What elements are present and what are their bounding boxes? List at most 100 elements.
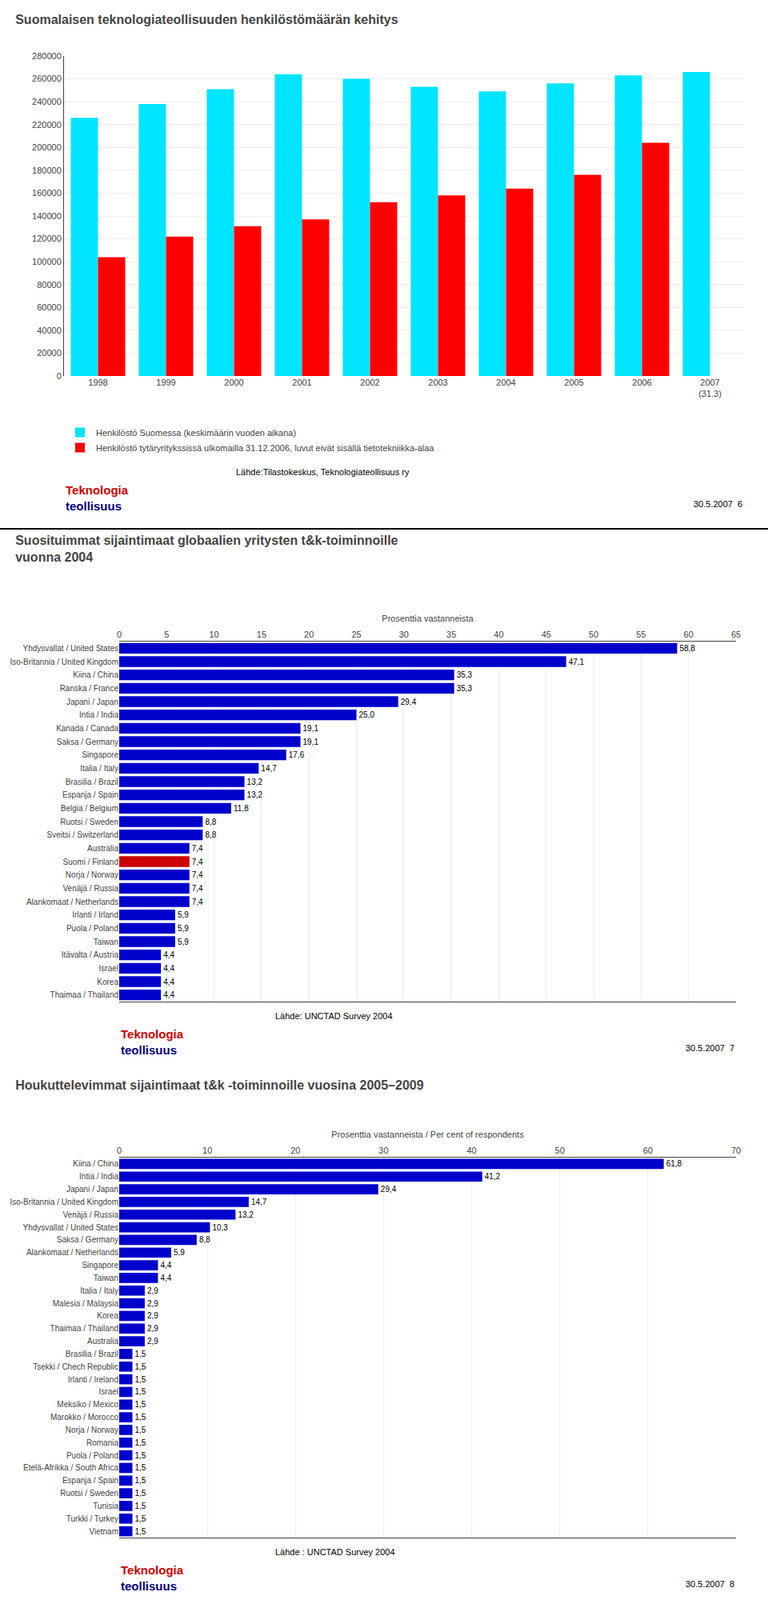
svg-text:47,1: 47,1 [568, 657, 585, 667]
svg-text:Singapore: Singapore [81, 1260, 119, 1270]
svg-text:41,2: 41,2 [484, 1172, 501, 1181]
svg-text:11,8: 11,8 [233, 804, 249, 813]
svg-text:5,9: 5,9 [177, 924, 189, 933]
svg-text:Teknologia: Teknologia [120, 1563, 184, 1577]
svg-text:4,4: 4,4 [160, 1273, 172, 1283]
svg-text:Israel: Israel [99, 1387, 119, 1396]
svg-text:Iso-Britannia / United Kingdom: Iso-Britannia / United Kingdom [9, 1197, 119, 1207]
svg-text:5: 5 [164, 629, 169, 640]
svg-text:5,9: 5,9 [177, 937, 189, 947]
svg-text:4,4: 4,4 [163, 990, 175, 1000]
svg-text:teollisuus: teollisuus [120, 1043, 177, 1057]
svg-text:Irlanti / Ireland: Irlanti / Ireland [68, 1375, 119, 1384]
svg-text:30.5.2007 7: 30.5.2007 7 [685, 1043, 735, 1053]
svg-text:Kiina / China: Kiina / China [72, 1159, 119, 1168]
svg-text:8,8: 8,8 [199, 1235, 211, 1244]
svg-text:40: 40 [466, 1145, 476, 1156]
svg-text:Tsekki / Chech Republic: Tsekki / Chech Republic [32, 1362, 119, 1372]
svg-text:Meksiko / Mexico: Meksiko / Mexico [56, 1400, 119, 1409]
svg-text:5,9: 5,9 [173, 1248, 185, 1257]
svg-text:40: 40 [493, 629, 504, 640]
svg-text:1,5: 1,5 [135, 1527, 147, 1536]
svg-text:1,5: 1,5 [135, 1501, 147, 1511]
svg-text:0: 0 [56, 371, 62, 381]
svg-text:Vietnam: Vietnam [88, 1527, 119, 1536]
svg-text:2,9: 2,9 [147, 1299, 159, 1308]
svg-text:2,9: 2,9 [147, 1311, 159, 1320]
svg-text:1,5: 1,5 [135, 1375, 147, 1384]
svg-text:Suomalaisen teknologiateollisu: Suomalaisen teknologiateollisuuden henki… [15, 12, 398, 27]
svg-text:2005: 2005 [564, 377, 584, 388]
svg-text:Espanja / Spain: Espanja / Spain [62, 1476, 119, 1485]
svg-text:Italia / Italy: Italia / Italy [80, 764, 119, 773]
svg-text:Thaimaa / Thailand: Thaimaa / Thailand [50, 1324, 119, 1333]
svg-text:Brasilia / Brazil: Brasilia / Brazil [65, 777, 119, 787]
svg-text:0: 0 [116, 1145, 122, 1156]
svg-text:Ranska / France: Ranska / France [60, 684, 120, 693]
svg-text:50: 50 [588, 629, 599, 640]
svg-text:Henkilöstö Suomessa (keskimäär: Henkilöstö Suomessa (keskimäärin vuoden … [96, 428, 296, 438]
svg-text:1,5: 1,5 [135, 1387, 147, 1396]
svg-text:55: 55 [636, 629, 646, 640]
svg-text:100000: 100000 [32, 256, 62, 267]
svg-text:60: 60 [684, 629, 694, 640]
svg-text:Australia: Australia [87, 1336, 119, 1346]
svg-text:Alankomaat / Netherlands: Alankomaat / Netherlands [26, 1248, 119, 1257]
svg-text:20: 20 [304, 629, 314, 640]
svg-text:1,5: 1,5 [135, 1425, 147, 1435]
svg-text:Suomi / Finland: Suomi / Finland [63, 857, 119, 867]
svg-text:160000: 160000 [32, 188, 62, 198]
svg-text:Korea: Korea [96, 1311, 119, 1320]
svg-text:0: 0 [116, 629, 122, 640]
svg-text:30: 30 [378, 1145, 388, 1156]
svg-text:7,4: 7,4 [192, 844, 204, 853]
svg-text:Brasilia / Brazil: Brasilia / Brazil [65, 1349, 119, 1359]
svg-text:Lähde:Tilastokeskus, Teknologi: Lähde:Tilastokeskus, Teknologiateollisuu… [236, 467, 410, 477]
svg-text:60: 60 [643, 1145, 653, 1156]
svg-text:10: 10 [208, 629, 219, 640]
svg-text:14,7: 14,7 [251, 1197, 268, 1207]
svg-text:13,2: 13,2 [247, 790, 264, 800]
svg-text:Korea: Korea [96, 977, 119, 987]
svg-text:1,5: 1,5 [135, 1349, 147, 1359]
svg-text:140000: 140000 [32, 211, 62, 221]
svg-text:7,4: 7,4 [192, 870, 204, 880]
svg-text:35,3: 35,3 [456, 684, 473, 693]
svg-text:120000: 120000 [32, 233, 62, 244]
svg-text:Saksa / Germany: Saksa / Germany [56, 1235, 119, 1244]
svg-text:Ruotsi / Sweden: Ruotsi / Sweden [60, 1488, 119, 1498]
svg-text:Thaimaa / Thailand: Thaimaa / Thailand [50, 990, 119, 1000]
svg-text:Teknologia: Teknologia [65, 483, 129, 497]
svg-text:Taiwan: Taiwan [93, 937, 119, 947]
svg-text:50: 50 [555, 1145, 565, 1156]
svg-text:Saksa / Germany: Saksa / Germany [56, 737, 119, 747]
svg-text:Prosenttia vastanneista: Prosenttia vastanneista [381, 613, 474, 624]
svg-text:200000: 200000 [32, 142, 62, 152]
svg-text:Etelä-Afrikka / South Africa: Etelä-Afrikka / South Africa [23, 1463, 119, 1472]
svg-text:1998: 1998 [88, 377, 108, 388]
svg-text:Japani / Japan: Japani / Japan [66, 697, 119, 707]
svg-text:Japani / Japan: Japani / Japan [66, 1184, 119, 1194]
svg-text:5,9: 5,9 [177, 910, 189, 920]
svg-text:Lähde : UNCTAD Survey 2004: Lähde : UNCTAD Survey 2004 [275, 1547, 396, 1557]
svg-text:1,5: 1,5 [135, 1412, 147, 1422]
svg-text:1,5: 1,5 [135, 1463, 147, 1472]
svg-text:Intia / India: Intia / India [79, 1172, 119, 1181]
svg-text:4,4: 4,4 [160, 1260, 172, 1270]
svg-text:Norja / Norway: Norja / Norway [65, 870, 119, 880]
svg-text:240000: 240000 [32, 96, 62, 107]
svg-text:Taiwan: Taiwan [93, 1273, 119, 1283]
svg-text:Houkuttelevimmat sijaintimaat: Houkuttelevimmat sijaintimaat t&k -toimi… [15, 1078, 424, 1092]
svg-text:15: 15 [256, 629, 267, 640]
svg-text:teollisuus: teollisuus [65, 499, 122, 513]
svg-text:teollisuus: teollisuus [120, 1579, 177, 1593]
svg-text:Italia / Italy: Italia / Italy [80, 1286, 119, 1296]
svg-text:Ruotsi / Sweden: Ruotsi / Sweden [60, 817, 119, 827]
svg-text:Espanja / Spain: Espanja / Spain [62, 790, 119, 800]
svg-text:220000: 220000 [32, 120, 62, 130]
svg-text:1,5: 1,5 [135, 1451, 147, 1460]
svg-text:Tunisia: Tunisia [92, 1501, 119, 1511]
svg-text:2006: 2006 [632, 377, 652, 388]
svg-text:25: 25 [351, 629, 361, 640]
svg-text:1,5: 1,5 [135, 1362, 147, 1372]
